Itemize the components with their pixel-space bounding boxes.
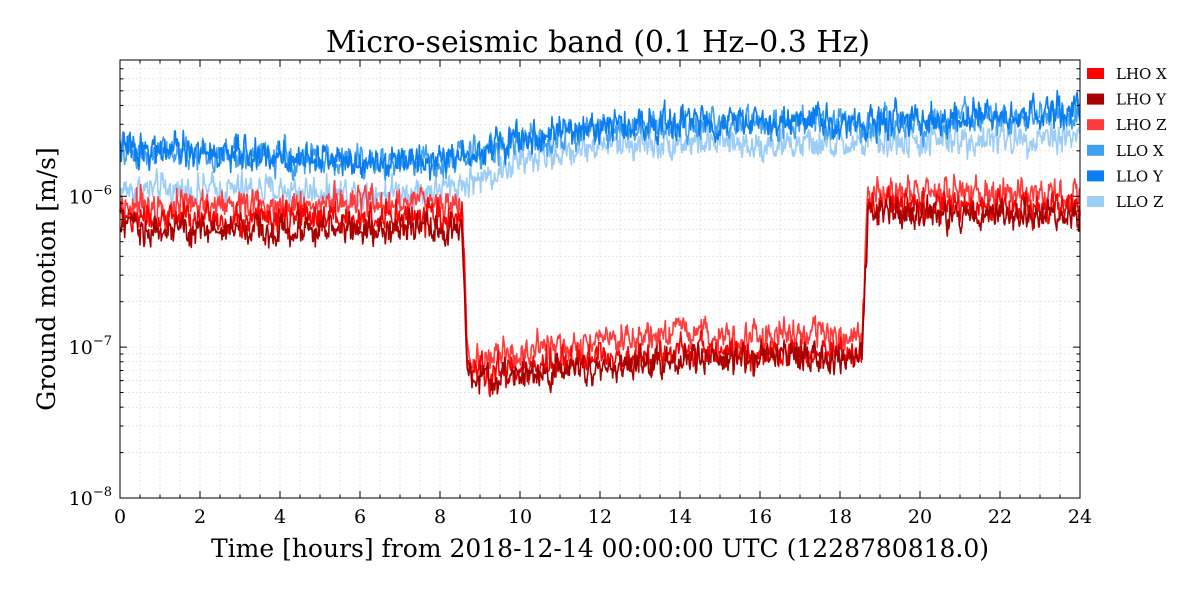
series-line-lho-y	[119, 194, 1081, 395]
x-tick-label: 20	[908, 506, 932, 528]
legend-label: LHO X	[1116, 65, 1167, 83]
x-tick-label: 18	[828, 506, 852, 528]
legend-swatch	[1087, 93, 1104, 105]
series-line-lho-x	[119, 186, 1081, 398]
legend-label: LHO Z	[1116, 116, 1167, 134]
legend-label: LLO X	[1116, 142, 1164, 160]
y-tick-label: 10−8	[69, 485, 112, 510]
y-tick-label: 10−6	[69, 183, 112, 208]
legend-swatch	[1087, 119, 1104, 131]
chart-title: Micro-seismic band (0.1 Hz–0.3 Hz)	[326, 25, 870, 60]
legend-swatch	[1087, 68, 1104, 79]
x-tick-label: 6	[354, 506, 366, 528]
x-tick-label: 12	[588, 506, 612, 528]
legend: LHO X LHO Y LHO Z LLO X LLO Y LLO Z	[1087, 65, 1167, 211]
legend-label: LHO Y	[1116, 91, 1167, 109]
x-tick-label: 16	[748, 506, 772, 528]
legend-label: LLO Z	[1116, 193, 1163, 211]
legend-swatch	[1087, 144, 1104, 156]
x-tick-label: 2	[194, 506, 206, 528]
x-tick-label: 4	[274, 506, 286, 528]
x-tick-label: 8	[434, 506, 446, 528]
legend-label: LLO Y	[1116, 167, 1164, 185]
x-tick-label: 10	[508, 506, 532, 528]
y-axis-label: Ground motion [m/s]	[32, 147, 61, 411]
x-tick-label: 0	[114, 506, 126, 528]
y-tick-label: 10−7	[69, 334, 112, 359]
x-tick-label: 22	[988, 506, 1012, 528]
x-axis-label: Time [hours] from 2018-12-14 00:00:00 UT…	[211, 534, 989, 563]
legend-swatch	[1087, 170, 1104, 182]
x-tick-label: 24	[1068, 506, 1092, 528]
series-layer	[119, 89, 1081, 398]
legend-swatch	[1087, 196, 1104, 207]
x-tick-label: 14	[668, 506, 692, 528]
series-line-llo-y	[119, 89, 1081, 181]
